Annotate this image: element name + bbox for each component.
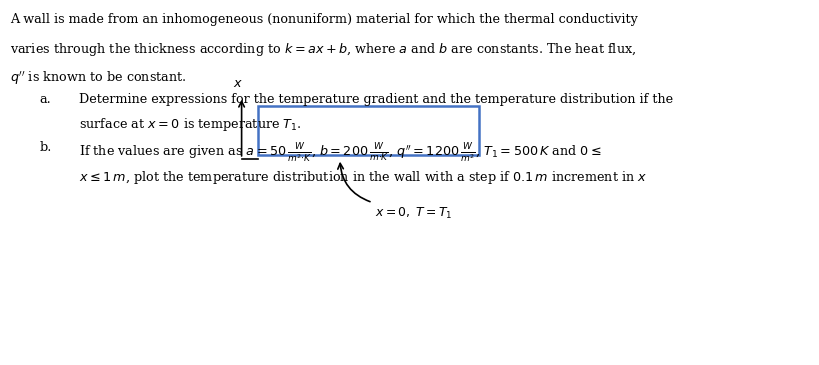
Text: $x = 0,\;  T = T_1$: $x = 0,\; T = T_1$ — [375, 206, 453, 221]
Text: Determine expressions for the temperature gradient and the temperature distribut: Determine expressions for the temperatur… — [79, 93, 673, 106]
Text: $x$: $x$ — [233, 77, 242, 90]
Text: surface at $x = 0$ is temperature $T_1$.: surface at $x = 0$ is temperature $T_1$. — [79, 116, 302, 133]
Text: $x \leq 1\,m$, plot the temperature distribution in the wall with a step if $0.1: $x \leq 1\,m$, plot the temperature dist… — [79, 169, 648, 185]
Text: If the values are given as $a = 50\,\frac{W}{m^2{\cdot}K}$, $b = 200\,\frac{W}{m: If the values are given as $a = 50\,\fra… — [79, 142, 602, 165]
Text: A wall is made from an inhomogeneous (nonuniform) material for which the thermal: A wall is made from an inhomogeneous (no… — [10, 13, 638, 26]
Text: a.: a. — [39, 93, 51, 106]
Bar — [258, 106, 479, 155]
Text: b.: b. — [39, 142, 52, 154]
Text: varies through the thickness according to $k = ax + b$, where $a$ and $b$ are co: varies through the thickness according t… — [10, 41, 636, 58]
Text: $q''$ is known to be constant.: $q''$ is known to be constant. — [10, 70, 187, 87]
